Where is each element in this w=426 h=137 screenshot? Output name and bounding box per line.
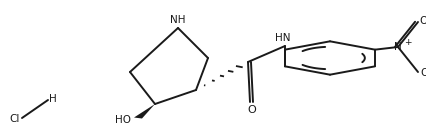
Polygon shape [134,104,155,119]
Text: N: N [393,42,401,52]
Text: O: O [247,105,256,115]
Text: O: O [420,68,426,78]
Text: H: H [49,94,57,104]
Text: O: O [419,16,426,26]
Text: Cl: Cl [9,114,20,124]
Text: NH: NH [170,15,185,25]
Text: +: + [403,38,410,47]
Text: HO: HO [115,115,131,125]
Text: HN: HN [274,33,290,43]
